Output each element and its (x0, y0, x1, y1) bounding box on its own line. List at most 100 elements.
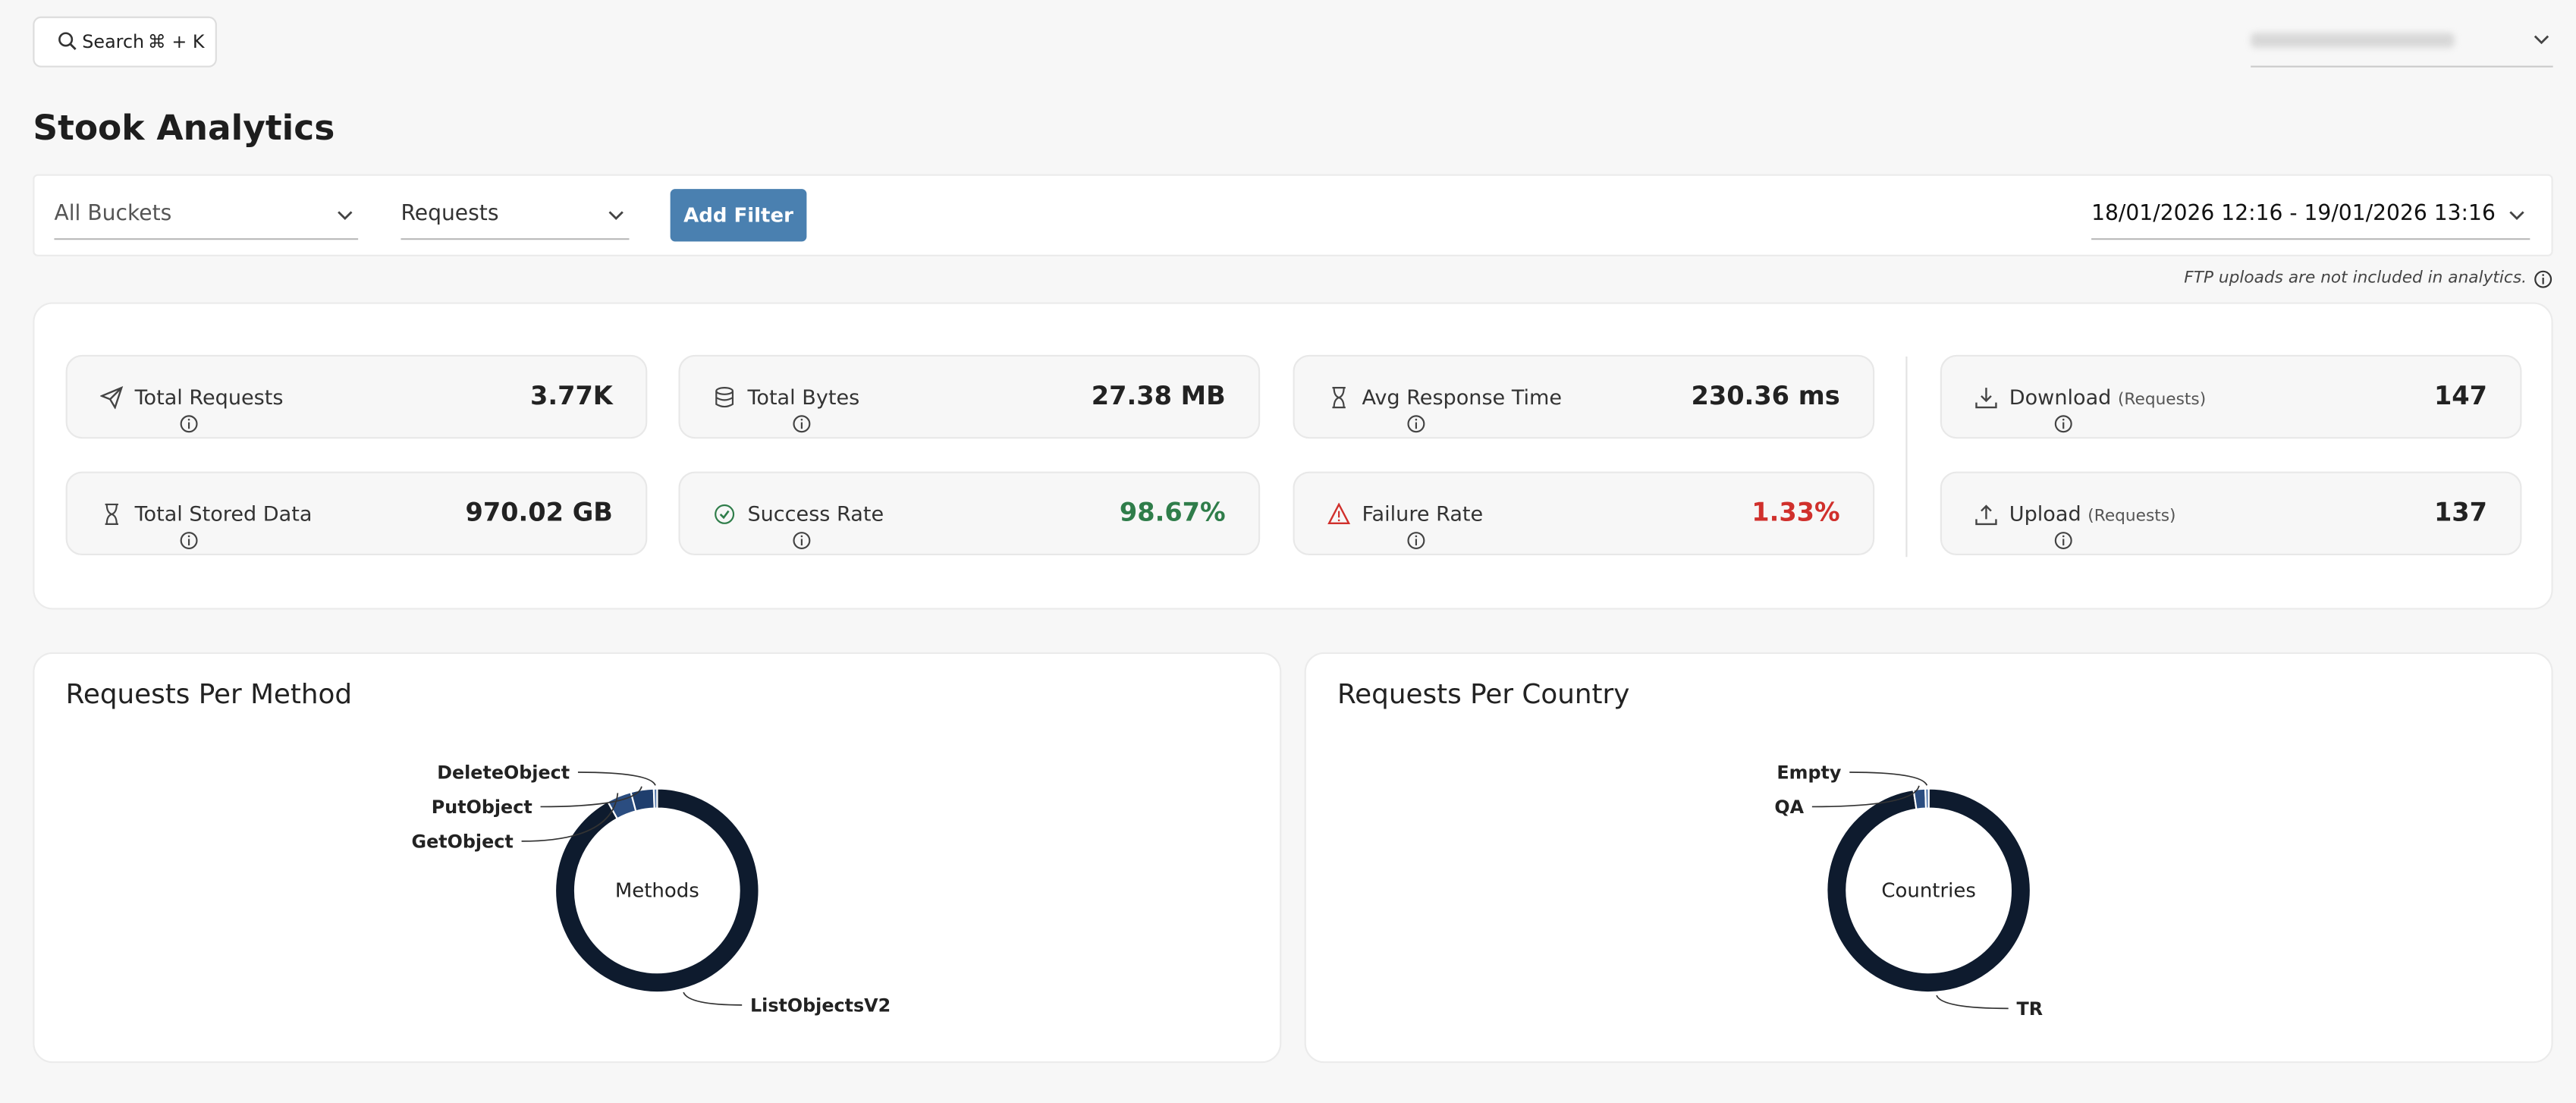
info-icon (180, 415, 198, 433)
search-shortcut: ⌘ + K (147, 31, 205, 53)
stat-icon (715, 387, 734, 408)
ftp-note: FTP uploads are not included in analytic… (2184, 269, 2527, 288)
stat-card: Avg Response Time 230.36 ms (1293, 354, 1875, 439)
stat-icon (1975, 504, 1997, 526)
stat-card: Total Bytes 27.38 MB (678, 354, 1261, 439)
add-filter-button[interactable]: Add Filter (670, 189, 807, 242)
stat-label-text: Download (2009, 384, 2112, 410)
stat-label-text: Total Requests (134, 384, 284, 410)
donut-slice (652, 787, 658, 809)
chevron (338, 211, 353, 221)
leader-line (1849, 771, 1928, 786)
metric-label: Requests (401, 202, 499, 227)
donut-slice (1924, 787, 1930, 809)
stat-icon (1975, 388, 1997, 409)
stat-value: 1.33% (1751, 498, 1840, 528)
team-name-blurred (2251, 33, 2455, 48)
info-icon (793, 532, 811, 550)
chevron (608, 211, 624, 221)
stat-value: 230.36 ms (1691, 381, 1840, 411)
chart: Countries Empty QA TR (1774, 762, 2044, 1020)
stat-label: Success Rate (747, 501, 884, 550)
stat-icon (1332, 387, 1346, 409)
leader-line (683, 991, 743, 1006)
stat-card: Failure Rate 1.33% (1293, 471, 1875, 556)
chart-title: Requests Per Country (1337, 678, 1630, 710)
leader-line (540, 786, 642, 808)
slice-label: GetObject (412, 831, 514, 853)
stat-label-text: Total Stored Data (134, 501, 313, 526)
stat-label: Upload (Requests) (2009, 501, 2176, 550)
stat-icon (1327, 502, 1351, 524)
stat-suffix: (Requests) (2088, 508, 2176, 526)
slice-label: PutObject (432, 797, 532, 818)
stat-card: Success Rate 98.67% (678, 471, 1261, 556)
leader-line (521, 793, 619, 842)
donut-slice (554, 787, 760, 994)
chart: Methods DeleteObject PutObject GetObject Lis… (412, 762, 891, 1017)
stat-label-text: Failure Rate (1362, 501, 1484, 526)
stats-panel: Total Requests 3.77K Total Bytes 27.38 MB Av… (33, 302, 2553, 610)
chart-panel: Requests Per Country Countries Empty QA TR (1304, 652, 2553, 1064)
chevron (2534, 35, 2549, 45)
date-range-select[interactable]: 18/01/2026 12:16 - 19/01/2026 13:16 (2091, 192, 2530, 240)
stat-label-text: Upload (2009, 501, 2081, 526)
team-select[interactable] (2251, 20, 2553, 68)
info-icon (1407, 532, 1425, 550)
stat-icon (100, 386, 124, 410)
donut-slice (630, 787, 655, 812)
stat-label: Failure Rate (1362, 501, 1484, 550)
chart-panel: Requests Per Method Methods DeleteObject Pu… (33, 652, 1282, 1064)
center-label: Methods (615, 880, 699, 903)
slice-label: QA (1774, 797, 1804, 818)
stat-icon (715, 504, 735, 524)
info-icon (2054, 532, 2072, 550)
slice-label: Empty (1776, 762, 1842, 784)
donut-slice (1826, 787, 2032, 994)
page-title: Stook Analytics (33, 108, 335, 148)
stat-card: Total Stored Data 970.02 GB (65, 471, 648, 556)
bucket-label: All Buckets (54, 202, 172, 227)
stat-card: Download (Requests) 147 (1940, 354, 2522, 439)
leader-line (577, 771, 656, 786)
stat-label-text: Total Bytes (747, 384, 860, 410)
info-icon (793, 415, 811, 433)
stat-value: 970.02 GB (465, 498, 613, 528)
stat-label: Total Bytes (747, 384, 860, 433)
stat-card: Total Requests 3.77K (65, 354, 648, 439)
stat-label: Avg Response Time (1362, 384, 1563, 433)
info-icon (2054, 415, 2072, 433)
slice-label: TR (2017, 998, 2044, 1020)
stat-value: 147 (2433, 381, 2488, 411)
stat-icon (105, 503, 118, 525)
search-button[interactable]: Search ⌘ + K (33, 16, 217, 68)
bucket-select[interactable]: All Buckets (54, 192, 359, 240)
search-icon (58, 32, 77, 50)
stat-card: Upload (Requests) 137 (1940, 471, 2522, 556)
leader-line (1936, 995, 2009, 1010)
filter-bar: All Buckets Requests Add Filter 18/01/20… (33, 174, 2553, 256)
stat-suffix: (Requests) (2117, 391, 2207, 410)
divider (1905, 356, 1908, 558)
stat-value: 27.38 MB (1091, 381, 1226, 411)
chevron (2509, 211, 2524, 221)
info-icon (1407, 415, 1425, 433)
metric-select[interactable]: Requests (401, 192, 630, 240)
search-label: Search (82, 31, 145, 53)
chart-title: Requests Per Method (65, 678, 353, 710)
slice-label: DeleteObject (437, 762, 570, 784)
stat-label: Total Requests (134, 384, 284, 433)
stat-value: 137 (2433, 498, 2488, 528)
info-icon (180, 532, 198, 550)
stat-label: Total Stored Data (134, 501, 313, 550)
info-icon (2534, 270, 2552, 288)
stat-value: 3.77K (529, 381, 613, 411)
stat-label-text: Avg Response Time (1362, 384, 1563, 410)
stat-value: 98.67% (1119, 498, 1226, 528)
stat-label: Download (Requests) (2009, 384, 2207, 433)
center-label: Countries (1881, 880, 1976, 903)
slice-label: ListObjectsV2 (750, 995, 891, 1016)
date-range: 18/01/2026 12:16 - 19/01/2026 13:16 (2091, 202, 2496, 227)
